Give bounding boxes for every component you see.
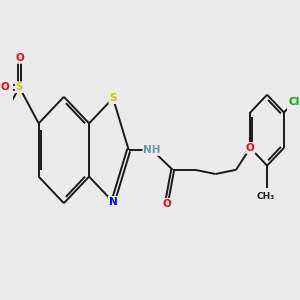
- Text: S: S: [109, 93, 117, 103]
- Text: NH: NH: [143, 145, 161, 155]
- Text: O: O: [246, 143, 255, 153]
- Text: O: O: [0, 82, 9, 92]
- Text: O: O: [15, 53, 24, 63]
- Text: Cl: Cl: [288, 97, 300, 107]
- Text: N: N: [109, 197, 117, 207]
- Text: CH₃: CH₃: [256, 192, 275, 201]
- Text: O: O: [162, 199, 171, 209]
- Text: S: S: [16, 82, 23, 92]
